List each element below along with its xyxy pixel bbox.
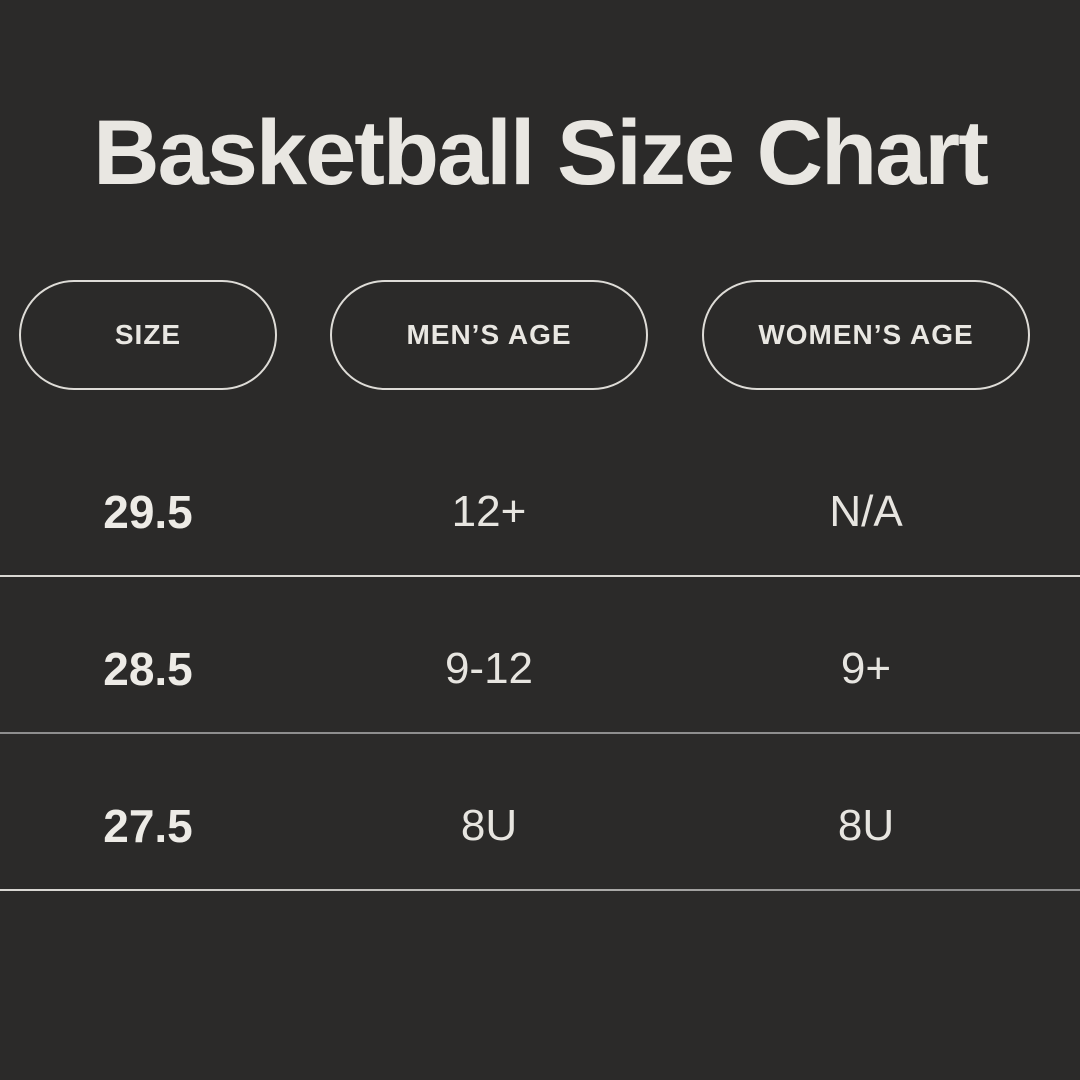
column-header-row: SIZE MEN’S AGE WOMEN’S AGE xyxy=(0,280,1080,390)
column-header-label-size: SIZE xyxy=(114,319,182,350)
row-divider xyxy=(0,575,1080,577)
table-row: 28.5 9-12 9+ xyxy=(0,577,1080,732)
table-body: 29.5 12+ N/A 28.5 9-12 9+ 27.5 8U 8U xyxy=(0,420,1080,891)
column-header-label-mens-age: MEN’S AGE xyxy=(406,319,572,350)
size-cell: 27.5 xyxy=(103,799,193,852)
womens-age-cell: 9+ xyxy=(840,643,892,693)
column-header-pill-mens-age: MEN’S AGE xyxy=(330,280,648,390)
size-cell: 29.5 xyxy=(103,485,193,538)
row-divider xyxy=(0,889,1080,891)
mens-age-cell: 8U xyxy=(460,800,518,850)
table-row: 29.5 12+ N/A xyxy=(0,420,1080,575)
column-header-label-womens-age: WOMEN’S AGE xyxy=(758,319,974,350)
mens-age-cell: 12+ xyxy=(451,486,527,536)
table-row: 27.5 8U 8U xyxy=(0,734,1080,889)
column-header-pill-size: SIZE xyxy=(19,280,277,390)
womens-age-cell: N/A xyxy=(829,486,903,536)
size-cell: 28.5 xyxy=(103,642,193,695)
column-header-pill-womens-age: WOMEN’S AGE xyxy=(702,280,1030,390)
mens-age-cell: 9-12 xyxy=(444,643,534,693)
page-title: Basketball Size Chart xyxy=(93,102,989,204)
womens-age-cell: 8U xyxy=(837,800,895,850)
row-divider xyxy=(0,732,1080,734)
